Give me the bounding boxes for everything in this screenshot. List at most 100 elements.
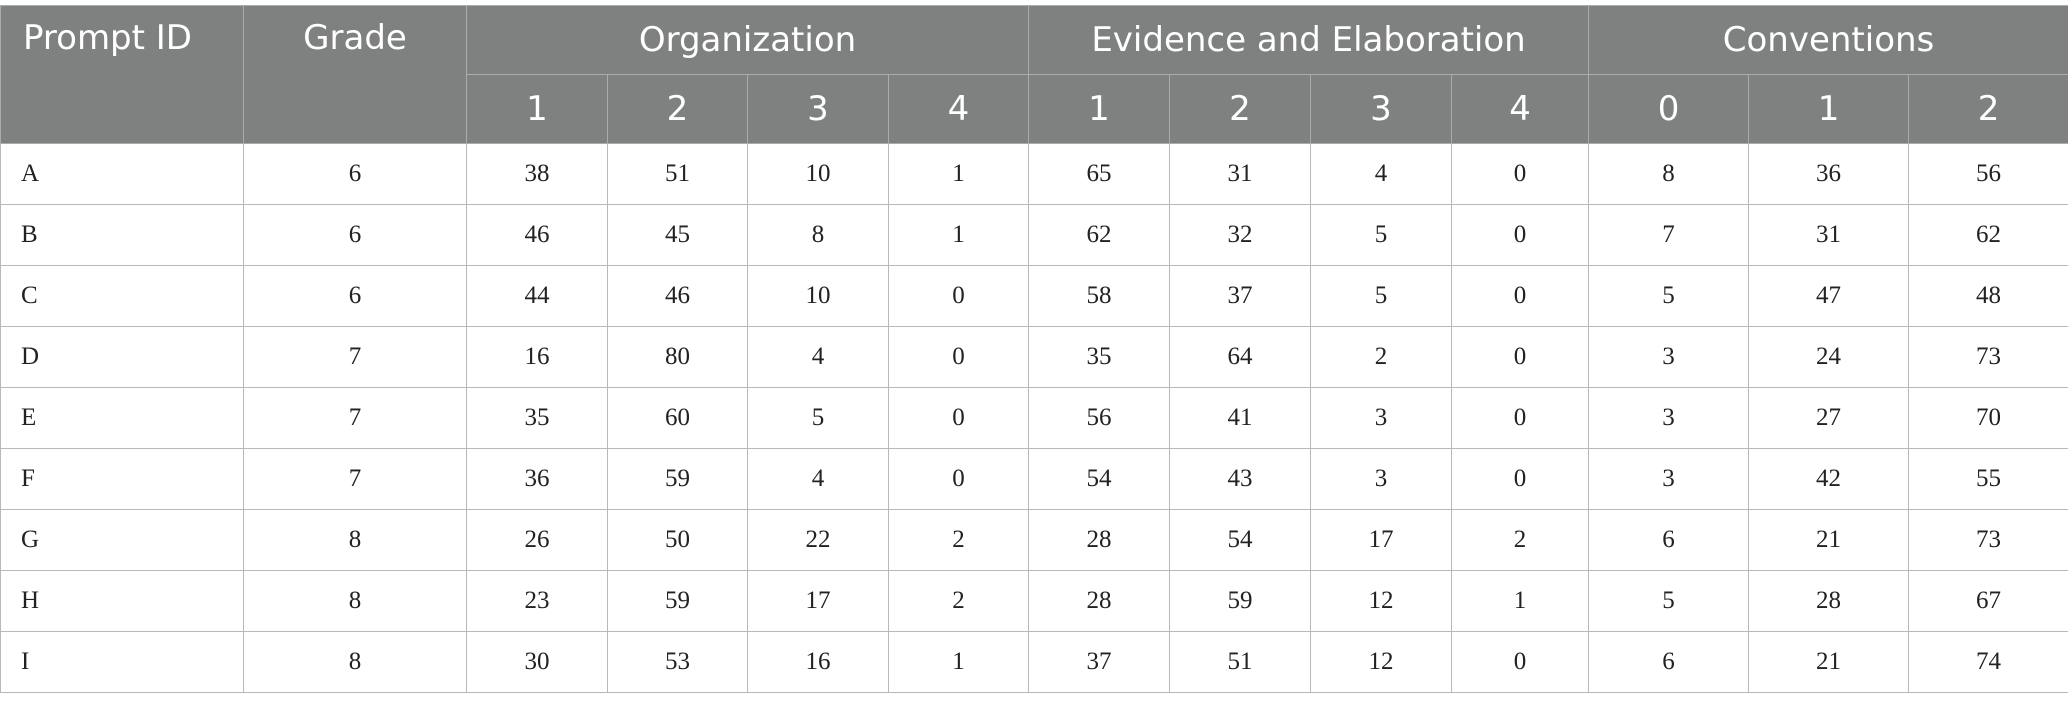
header-conventions: Conventions (1588, 5, 2068, 75)
cell-grade: 7 (243, 326, 467, 388)
cell-organization: 46 (607, 265, 748, 327)
cell-prompt-id: I (0, 631, 244, 693)
cell-evidence: 62 (1028, 204, 1170, 266)
cell-conventions: 55 (1908, 448, 2068, 510)
cell-evidence: 2 (1450, 509, 1590, 571)
cell-organization: 1 (888, 631, 1029, 693)
cell-organization: 80 (607, 326, 748, 388)
cell-organization: 59 (607, 448, 748, 510)
cell-organization: 10 (747, 265, 889, 327)
cell-organization: 16 (466, 326, 608, 388)
table-row: B 6 46 45 8 1 62 32 5 0 7 31 62 (0, 204, 2068, 266)
cell-evidence: 0 (1450, 631, 1590, 693)
cell-evidence: 5 (1310, 204, 1452, 266)
cell-organization: 0 (888, 265, 1029, 327)
table-row: C 6 44 46 10 0 58 37 5 0 5 47 48 (0, 265, 2068, 327)
header-prompt-id: Prompt ID (0, 5, 244, 144)
table-row: F 7 36 59 4 0 54 43 3 0 3 42 55 (0, 448, 2068, 510)
header-organization-score: 3 (747, 74, 889, 144)
cell-organization: 46 (466, 204, 608, 266)
cell-conventions: 21 (1748, 631, 1910, 693)
cell-conventions: 8 (1588, 143, 1750, 205)
cell-conventions: 31 (1748, 204, 1910, 266)
cell-conventions: 42 (1748, 448, 1910, 510)
cell-organization: 60 (607, 387, 748, 449)
cell-organization: 5 (747, 387, 889, 449)
cell-organization: 16 (747, 631, 889, 693)
cell-evidence: 0 (1450, 265, 1590, 327)
cell-organization: 0 (888, 326, 1029, 388)
cell-organization: 36 (466, 448, 608, 510)
cell-conventions: 6 (1588, 631, 1750, 693)
cell-organization: 30 (466, 631, 608, 693)
cell-evidence: 28 (1028, 570, 1170, 632)
cell-conventions: 47 (1748, 265, 1910, 327)
cell-evidence: 56 (1028, 387, 1170, 449)
cell-organization: 26 (466, 509, 608, 571)
cell-evidence: 65 (1028, 143, 1170, 205)
cell-evidence: 59 (1169, 570, 1311, 632)
cell-organization: 10 (747, 143, 889, 205)
cell-conventions: 6 (1588, 509, 1750, 571)
cell-evidence: 37 (1169, 265, 1311, 327)
table-row: E 7 35 60 5 0 56 41 3 0 3 27 70 (0, 387, 2068, 449)
cell-evidence: 0 (1450, 387, 1590, 449)
cell-conventions: 70 (1908, 387, 2068, 449)
table-row: G 8 26 50 22 2 28 54 17 2 6 21 73 (0, 509, 2068, 571)
cell-conventions: 21 (1748, 509, 1910, 571)
cell-organization: 35 (466, 387, 608, 449)
cell-evidence: 35 (1028, 326, 1170, 388)
table-row: I 8 30 53 16 1 37 51 12 0 6 21 74 (0, 631, 2068, 693)
cell-conventions: 48 (1908, 265, 2068, 327)
cell-evidence: 51 (1169, 631, 1311, 693)
header-evidence-score: 3 (1310, 74, 1452, 144)
cell-evidence: 32 (1169, 204, 1311, 266)
cell-conventions: 62 (1908, 204, 2068, 266)
cell-evidence: 17 (1310, 509, 1452, 571)
cell-conventions: 74 (1908, 631, 2068, 693)
cell-organization: 23 (466, 570, 608, 632)
cell-organization: 53 (607, 631, 748, 693)
cell-conventions: 3 (1588, 448, 1750, 510)
header-organization-score: 2 (607, 74, 748, 144)
cell-organization: 1 (888, 204, 1029, 266)
header-grade: Grade (243, 5, 467, 144)
cell-grade: 6 (243, 265, 467, 327)
header-sub-row: 1 2 3 4 1 2 3 4 0 1 2 (1, 74, 2068, 144)
cell-evidence: 1 (1450, 570, 1590, 632)
cell-grade: 8 (243, 631, 467, 693)
table-row: D 7 16 80 4 0 35 64 2 0 3 24 73 (0, 326, 2068, 388)
header-organization-score: 4 (888, 74, 1029, 144)
cell-evidence: 54 (1169, 509, 1311, 571)
cell-conventions: 3 (1588, 326, 1750, 388)
cell-organization: 17 (747, 570, 889, 632)
cell-conventions: 3 (1588, 387, 1750, 449)
cell-evidence: 28 (1028, 509, 1170, 571)
cell-organization: 2 (888, 509, 1029, 571)
cell-evidence: 43 (1169, 448, 1311, 510)
cell-grade: 6 (243, 204, 467, 266)
header-conventions-score: 0 (1588, 74, 1750, 144)
cell-organization: 45 (607, 204, 748, 266)
cell-evidence: 54 (1028, 448, 1170, 510)
header-group-row: Prompt ID Grade Organization Evidence an… (0, 5, 2068, 144)
header-conventions-score: 1 (1748, 74, 1910, 144)
header-evidence-score: 1 (1028, 74, 1170, 144)
cell-grade: 7 (243, 448, 467, 510)
cell-conventions: 56 (1908, 143, 2068, 205)
cell-conventions: 5 (1588, 265, 1750, 327)
cell-organization: 8 (747, 204, 889, 266)
table-body: A 6 38 51 10 1 65 31 4 0 8 36 56 B 6 46 … (0, 143, 2068, 693)
cell-organization: 0 (888, 387, 1029, 449)
score-distribution-table: Prompt ID Grade Organization Evidence an… (0, 5, 2068, 693)
cell-conventions: 7 (1588, 204, 1750, 266)
cell-evidence: 58 (1028, 265, 1170, 327)
cell-evidence: 3 (1310, 448, 1452, 510)
cell-organization: 0 (888, 448, 1029, 510)
table-row: H 8 23 59 17 2 28 59 12 1 5 28 67 (0, 570, 2068, 632)
cell-grade: 6 (243, 143, 467, 205)
header-evidence-score: 2 (1169, 74, 1311, 144)
header-evidence-score: 4 (1450, 74, 1590, 144)
cell-prompt-id: B (0, 204, 244, 266)
cell-organization: 59 (607, 570, 748, 632)
